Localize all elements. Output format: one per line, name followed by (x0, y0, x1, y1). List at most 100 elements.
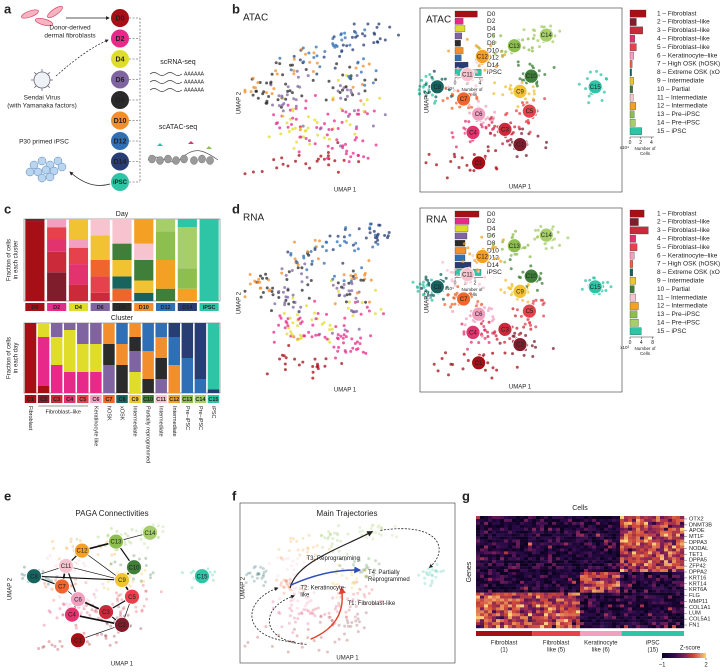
annotation: Pre–iPSC (184, 406, 190, 430)
legend-label: D4 (487, 225, 496, 232)
umap-point (337, 623, 341, 627)
umap-point (351, 274, 355, 278)
heatmap-cell (540, 592, 545, 596)
umap-point (351, 151, 355, 155)
heatmap-cell (544, 548, 549, 552)
heatmap-cell (488, 545, 493, 549)
umap-point (503, 291, 507, 294)
heatmap-cell (492, 548, 497, 552)
count-bar (454, 232, 468, 240)
umap-point (338, 84, 342, 88)
umap-point (284, 579, 288, 583)
umap-point (390, 533, 394, 537)
umap-point (259, 565, 263, 569)
heatmap-cell (568, 557, 573, 561)
umap-point (354, 276, 358, 280)
heatmap-cell (532, 580, 537, 584)
heatmap-cell (600, 610, 605, 614)
umap-point (129, 624, 133, 628)
heatmap-cell (572, 566, 577, 570)
umap-point (282, 558, 285, 562)
cluster-label: C10 (526, 74, 538, 80)
heatmap-cell (580, 577, 585, 582)
heatmap-cell (636, 577, 641, 582)
umap-point (360, 266, 364, 270)
umap-point (328, 533, 332, 537)
heatmap-cell (612, 548, 617, 552)
heatmap-cell (640, 574, 645, 579)
cluster-label: C15 (590, 285, 602, 291)
umap-point (297, 150, 301, 154)
heatmap-cell (516, 539, 521, 543)
umap-point (513, 314, 517, 318)
heatmap-cell (588, 530, 593, 534)
heatmap-cell (520, 545, 525, 549)
umap-point (343, 632, 346, 636)
heatmap-cell (504, 580, 509, 584)
nucleosome (172, 156, 180, 165)
umap-point (454, 145, 458, 149)
umap-point (363, 595, 367, 599)
umap-point (355, 580, 359, 584)
umap-point (348, 233, 352, 237)
umap-point (282, 591, 286, 595)
heatmap-cell (532, 527, 537, 531)
heatmap-cell (488, 530, 493, 534)
heatmap-cell (560, 530, 565, 534)
gene-label: DPPA5 (689, 558, 707, 564)
umap-point (56, 647, 60, 651)
heatmap-cell (676, 530, 681, 534)
heatmap-cell (676, 545, 681, 549)
heatmap-cell (620, 604, 625, 608)
heatmap-cell (500, 622, 505, 626)
umap-point (528, 321, 532, 325)
heatmap-cell (660, 610, 665, 614)
heatmap-cell (548, 521, 553, 526)
umap-point (326, 156, 329, 160)
heatmap-cell (564, 598, 569, 602)
heatmap-cell (660, 589, 665, 593)
trajectory-label: Reprogrammed (368, 577, 410, 583)
heatmap-cell (616, 604, 621, 608)
heatmap-cell (668, 604, 673, 608)
heatmap-cell (632, 619, 637, 623)
umap-point (543, 97, 547, 101)
heatmap-cell (648, 527, 653, 531)
umap-point (466, 81, 470, 85)
umap-point (285, 581, 289, 585)
heatmap-cell (504, 613, 509, 617)
heatmap-cell (632, 598, 637, 602)
legend-label: 8 – Extreme OSK (xOSK) (657, 269, 720, 276)
heatmap-cell (552, 554, 557, 558)
heatmap-cell (640, 551, 645, 555)
heatmap-cell (612, 595, 617, 599)
heatmap-cell (544, 551, 549, 555)
umap-point (359, 278, 363, 282)
umap-point (377, 532, 381, 536)
heatmap-cell (620, 530, 625, 534)
umap-point (46, 582, 50, 586)
heatmap-cell (548, 560, 553, 564)
heatmap-cell (616, 539, 621, 543)
umap-point (424, 74, 428, 78)
heatmap-cell (664, 616, 669, 620)
cluster-label: C9 (516, 289, 524, 295)
umap-point (480, 235, 484, 239)
bar-segment (103, 365, 115, 393)
heatmap-cell (648, 545, 653, 549)
heatmap-cell (568, 521, 573, 526)
heatmap-cell (560, 572, 565, 576)
heatmap-cell (676, 610, 681, 614)
heatmap-cell (572, 554, 577, 558)
heatmap-cell (552, 542, 557, 546)
umap-point (292, 146, 296, 150)
heatmap-cell (580, 569, 585, 573)
heatmap-cell (556, 533, 561, 537)
umap-point (350, 337, 354, 341)
heatmap-cell (584, 518, 589, 523)
heatmap-cell (672, 560, 677, 564)
heatmap-cell (600, 574, 605, 579)
heatmap-cell (624, 557, 629, 561)
umap-point (441, 99, 445, 103)
heatmap-cell (540, 516, 545, 520)
